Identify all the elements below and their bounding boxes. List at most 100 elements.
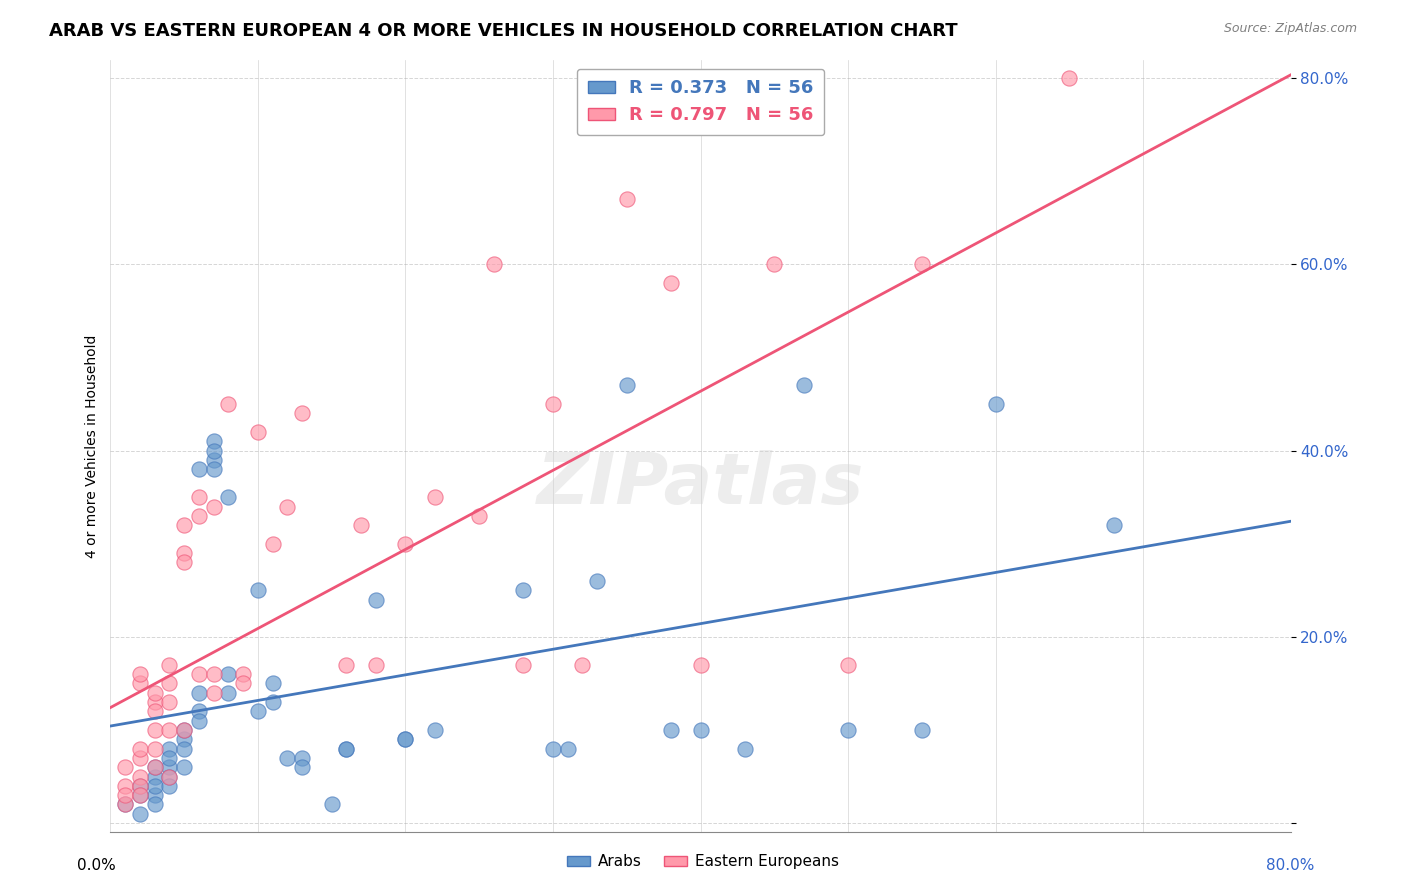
Point bbox=[512, 583, 534, 598]
Point bbox=[157, 760, 180, 774]
Point bbox=[541, 397, 564, 411]
Point bbox=[217, 667, 239, 681]
Point bbox=[262, 676, 284, 690]
Point bbox=[291, 406, 314, 420]
Point bbox=[129, 741, 152, 756]
Point bbox=[129, 751, 152, 765]
Point bbox=[1059, 71, 1081, 86]
Point bbox=[689, 657, 711, 672]
Point bbox=[217, 397, 239, 411]
Point bbox=[143, 695, 166, 709]
Point bbox=[143, 760, 166, 774]
Point bbox=[187, 462, 209, 476]
Point bbox=[276, 500, 298, 514]
Point bbox=[187, 686, 209, 700]
Point bbox=[571, 657, 593, 672]
Point bbox=[129, 788, 152, 802]
Point bbox=[246, 425, 269, 439]
Point bbox=[143, 686, 166, 700]
Point bbox=[187, 490, 209, 504]
Point bbox=[187, 667, 209, 681]
Point bbox=[187, 508, 209, 523]
Point bbox=[157, 723, 180, 737]
Point bbox=[246, 704, 269, 718]
Point bbox=[394, 537, 416, 551]
Point bbox=[129, 779, 152, 793]
Legend: Arabs, Eastern Europeans: Arabs, Eastern Europeans bbox=[561, 848, 845, 875]
Point bbox=[173, 723, 195, 737]
Point bbox=[512, 657, 534, 672]
Point bbox=[202, 500, 225, 514]
Point bbox=[129, 676, 152, 690]
Point bbox=[217, 686, 239, 700]
Point bbox=[217, 490, 239, 504]
Point bbox=[173, 546, 195, 560]
Point bbox=[837, 723, 859, 737]
Legend: R = 0.373   N = 56, R = 0.797   N = 56: R = 0.373 N = 56, R = 0.797 N = 56 bbox=[576, 69, 824, 136]
Point bbox=[262, 537, 284, 551]
Point bbox=[157, 741, 180, 756]
Text: Source: ZipAtlas.com: Source: ZipAtlas.com bbox=[1223, 22, 1357, 36]
Text: ZIPatlas: ZIPatlas bbox=[537, 450, 865, 519]
Point bbox=[143, 741, 166, 756]
Point bbox=[202, 453, 225, 467]
Point bbox=[157, 676, 180, 690]
Point bbox=[793, 378, 815, 392]
Point bbox=[689, 723, 711, 737]
Point bbox=[232, 667, 254, 681]
Point bbox=[129, 667, 152, 681]
Point bbox=[173, 741, 195, 756]
Point bbox=[246, 583, 269, 598]
Point bbox=[482, 257, 505, 271]
Point bbox=[157, 779, 180, 793]
Point bbox=[157, 770, 180, 784]
Point bbox=[173, 760, 195, 774]
Point bbox=[143, 788, 166, 802]
Text: 0.0%: 0.0% bbox=[77, 858, 117, 872]
Point bbox=[335, 741, 357, 756]
Point bbox=[468, 508, 491, 523]
Point bbox=[616, 378, 638, 392]
Point bbox=[143, 770, 166, 784]
Point bbox=[232, 676, 254, 690]
Point bbox=[202, 443, 225, 458]
Point bbox=[291, 751, 314, 765]
Point bbox=[763, 257, 786, 271]
Point bbox=[114, 797, 136, 812]
Text: ARAB VS EASTERN EUROPEAN 4 OR MORE VEHICLES IN HOUSEHOLD CORRELATION CHART: ARAB VS EASTERN EUROPEAN 4 OR MORE VEHIC… bbox=[49, 22, 957, 40]
Point bbox=[659, 276, 682, 290]
Point bbox=[143, 760, 166, 774]
Point bbox=[129, 788, 152, 802]
Point bbox=[423, 723, 446, 737]
Point bbox=[291, 760, 314, 774]
Point bbox=[157, 770, 180, 784]
Point bbox=[114, 797, 136, 812]
Text: 80.0%: 80.0% bbox=[1267, 858, 1315, 872]
Point bbox=[586, 574, 609, 588]
Point bbox=[202, 686, 225, 700]
Point bbox=[350, 518, 373, 533]
Point bbox=[129, 806, 152, 821]
Point bbox=[143, 779, 166, 793]
Point bbox=[423, 490, 446, 504]
Point bbox=[911, 723, 934, 737]
Point bbox=[157, 657, 180, 672]
Point bbox=[276, 751, 298, 765]
Point bbox=[202, 434, 225, 449]
Point bbox=[114, 760, 136, 774]
Point bbox=[143, 797, 166, 812]
Point bbox=[557, 741, 579, 756]
Point bbox=[321, 797, 343, 812]
Point bbox=[202, 667, 225, 681]
Point bbox=[173, 723, 195, 737]
Point bbox=[202, 462, 225, 476]
Point bbox=[616, 192, 638, 206]
Point bbox=[335, 657, 357, 672]
Point bbox=[143, 723, 166, 737]
Point bbox=[1102, 518, 1125, 533]
Point bbox=[114, 779, 136, 793]
Point bbox=[837, 657, 859, 672]
Point bbox=[157, 751, 180, 765]
Point bbox=[187, 704, 209, 718]
Point bbox=[129, 779, 152, 793]
